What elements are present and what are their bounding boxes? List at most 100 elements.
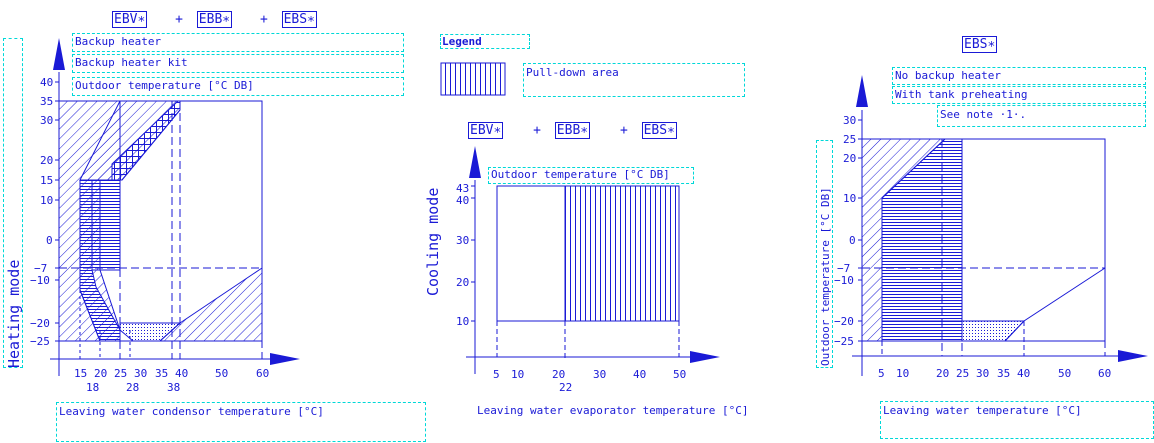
right-xtick-35: 35 xyxy=(997,367,1010,380)
left-header-ebs: EBS∗ xyxy=(281,11,317,28)
left-xtick-15: 15 xyxy=(74,367,87,380)
legend-title-box: Legend xyxy=(440,34,530,49)
middle-header-plus-2: + xyxy=(619,123,628,138)
right-ylabel-box xyxy=(816,140,833,368)
right-y-labels: 30 25 20 10 0 −7 −10 −20 −25 xyxy=(834,114,856,348)
right-ytick-10: 10 xyxy=(843,192,856,205)
middle-header-ebv: EBV∗ xyxy=(468,122,504,139)
right-note-no-backup: No backup heater xyxy=(895,69,1001,82)
right-chart xyxy=(852,75,1148,376)
left-ytick-m10: −10 xyxy=(30,274,50,287)
middle-y-labels: 43 40 30 20 10 xyxy=(456,182,469,328)
left-header: EBV∗ + EBB∗ + EBS∗ xyxy=(112,11,317,28)
left-x-arrow xyxy=(270,353,300,365)
left-xtick-38: 38 xyxy=(167,381,180,394)
middle-envelope xyxy=(496,185,680,322)
middle-xtick-22: 22 xyxy=(559,381,572,394)
left-header-plus-1: + xyxy=(175,12,183,27)
left-diag-hatch-lower xyxy=(158,267,263,342)
right-xtick-20: 20 xyxy=(936,367,949,380)
middle-title: Outdoor temperature [°C DB] xyxy=(491,168,670,181)
left-header-ebb: EBB∗ xyxy=(196,11,233,28)
right-note-see-note: See note ·1·. xyxy=(940,108,1027,121)
middle-header-ebs: EBS∗ xyxy=(641,122,677,139)
left-ytick-m20: −20 xyxy=(30,317,50,330)
left-ytick-40: 40 xyxy=(40,76,53,89)
right-ytick-25: 25 xyxy=(843,133,856,146)
middle-y-arrow xyxy=(469,146,481,178)
left-ytick-m25: −25 xyxy=(30,335,50,348)
left-ytick-m7: −7 xyxy=(34,262,47,275)
legend-title: Legend xyxy=(442,35,482,48)
middle-xtick-30: 30 xyxy=(593,368,606,381)
left-xtick-28: 28 xyxy=(126,381,139,394)
cooling-mode-label: Cooling mode xyxy=(424,188,442,296)
middle-ytick-10: 10 xyxy=(456,315,469,328)
right-xtick-40: 40 xyxy=(1017,367,1030,380)
middle-title-box: Outdoor temperature [°C DB] xyxy=(488,167,694,184)
left-header-ebv: EBV∗ xyxy=(112,11,148,28)
left-note-backup-heater-kit: Backup heater kit xyxy=(75,56,188,69)
right-xtick-60: 60 xyxy=(1098,367,1111,380)
left-ytick-15: 15 xyxy=(40,174,53,187)
right-ytick-20: 20 xyxy=(843,152,856,165)
left-xtick-25: 25 xyxy=(114,367,127,380)
right-xtick-50: 50 xyxy=(1058,367,1071,380)
right-xlabel: Leaving water temperature [°C] xyxy=(883,404,1082,417)
right-xtick-5: 5 xyxy=(878,367,885,380)
right-ytick-m7: −7 xyxy=(837,262,850,275)
right-header-ebs: EBS∗ xyxy=(962,36,998,53)
left-ytick-10: 10 xyxy=(40,194,53,207)
heating-mode-box xyxy=(3,38,23,368)
middle-header: EBV∗ + EBB∗ + EBS∗ xyxy=(468,122,677,139)
left-note-outdoor-temp: Outdoor temperature [°C DB] xyxy=(75,79,254,92)
right-ytick-m25: −25 xyxy=(834,335,854,348)
right-y-arrow xyxy=(856,75,868,107)
right-ytick-m10: −10 xyxy=(834,274,854,287)
middle-xtick-40: 40 xyxy=(633,368,646,381)
left-header-plus-2: + xyxy=(259,12,268,27)
right-ytick-m20: −20 xyxy=(834,315,854,328)
middle-ytick-30: 30 xyxy=(456,234,469,247)
left-outline-1 xyxy=(79,180,262,342)
left-xlabel-box: Leaving water condensor temperature [°C] xyxy=(56,402,426,442)
right-note-box-3: See note ·1·. xyxy=(937,105,1146,127)
right-ytick-0: 0 xyxy=(849,234,856,247)
left-xlabel: Leaving water condensor temperature [°C] xyxy=(59,405,324,418)
middle-xtick-50: 50 xyxy=(673,368,686,381)
legend-item-label: Pull-down area xyxy=(526,66,619,79)
left-xtick-50: 50 xyxy=(215,367,228,380)
right-note-tank-preheat: With tank preheating xyxy=(895,88,1028,101)
right-ytick-30: 30 xyxy=(843,114,856,127)
middle-header-plus-1: + xyxy=(533,123,541,138)
left-xtick-35: 35 xyxy=(155,367,168,380)
left-ytick-0: 0 xyxy=(46,234,53,247)
middle-ytick-40: 40 xyxy=(456,194,469,207)
right-x-labels: 5 10 20 25 30 35 40 50 60 xyxy=(878,367,1111,380)
left-ytick-30: 30 xyxy=(40,114,53,127)
left-note-box-1: Backup heater xyxy=(72,33,404,52)
right-xtick-30: 30 xyxy=(976,367,989,380)
left-xtick-20: 20 xyxy=(94,367,107,380)
left-xtick-18: 18 xyxy=(86,381,99,394)
right-note-box-2: With tank preheating xyxy=(892,86,1146,104)
left-chart xyxy=(50,38,300,376)
right-x-arrow xyxy=(1118,350,1148,362)
right-ylabel: Outdoor temperature [°C DB] xyxy=(819,187,832,366)
middle-xtick-5: 5 xyxy=(493,368,500,381)
left-xtick-30: 30 xyxy=(134,367,147,380)
right-xtick-25: 25 xyxy=(956,367,969,380)
left-note-box-2: Backup heater kit xyxy=(72,54,404,73)
left-ytick-35: 35 xyxy=(40,95,53,108)
left-ytick-20: 20 xyxy=(40,154,53,167)
left-y-arrow xyxy=(53,38,65,70)
middle-header-ebb: EBB∗ xyxy=(554,122,591,139)
left-y-ticks xyxy=(55,81,59,342)
middle-ytick-43: 43 xyxy=(456,182,469,195)
left-xtick-40: 40 xyxy=(175,367,188,380)
left-note-box-3: Outdoor temperature [°C DB] xyxy=(72,77,404,96)
right-header: EBS∗ xyxy=(962,36,998,53)
legend-swatch xyxy=(440,62,506,96)
middle-xtick-20: 20 xyxy=(552,368,565,381)
